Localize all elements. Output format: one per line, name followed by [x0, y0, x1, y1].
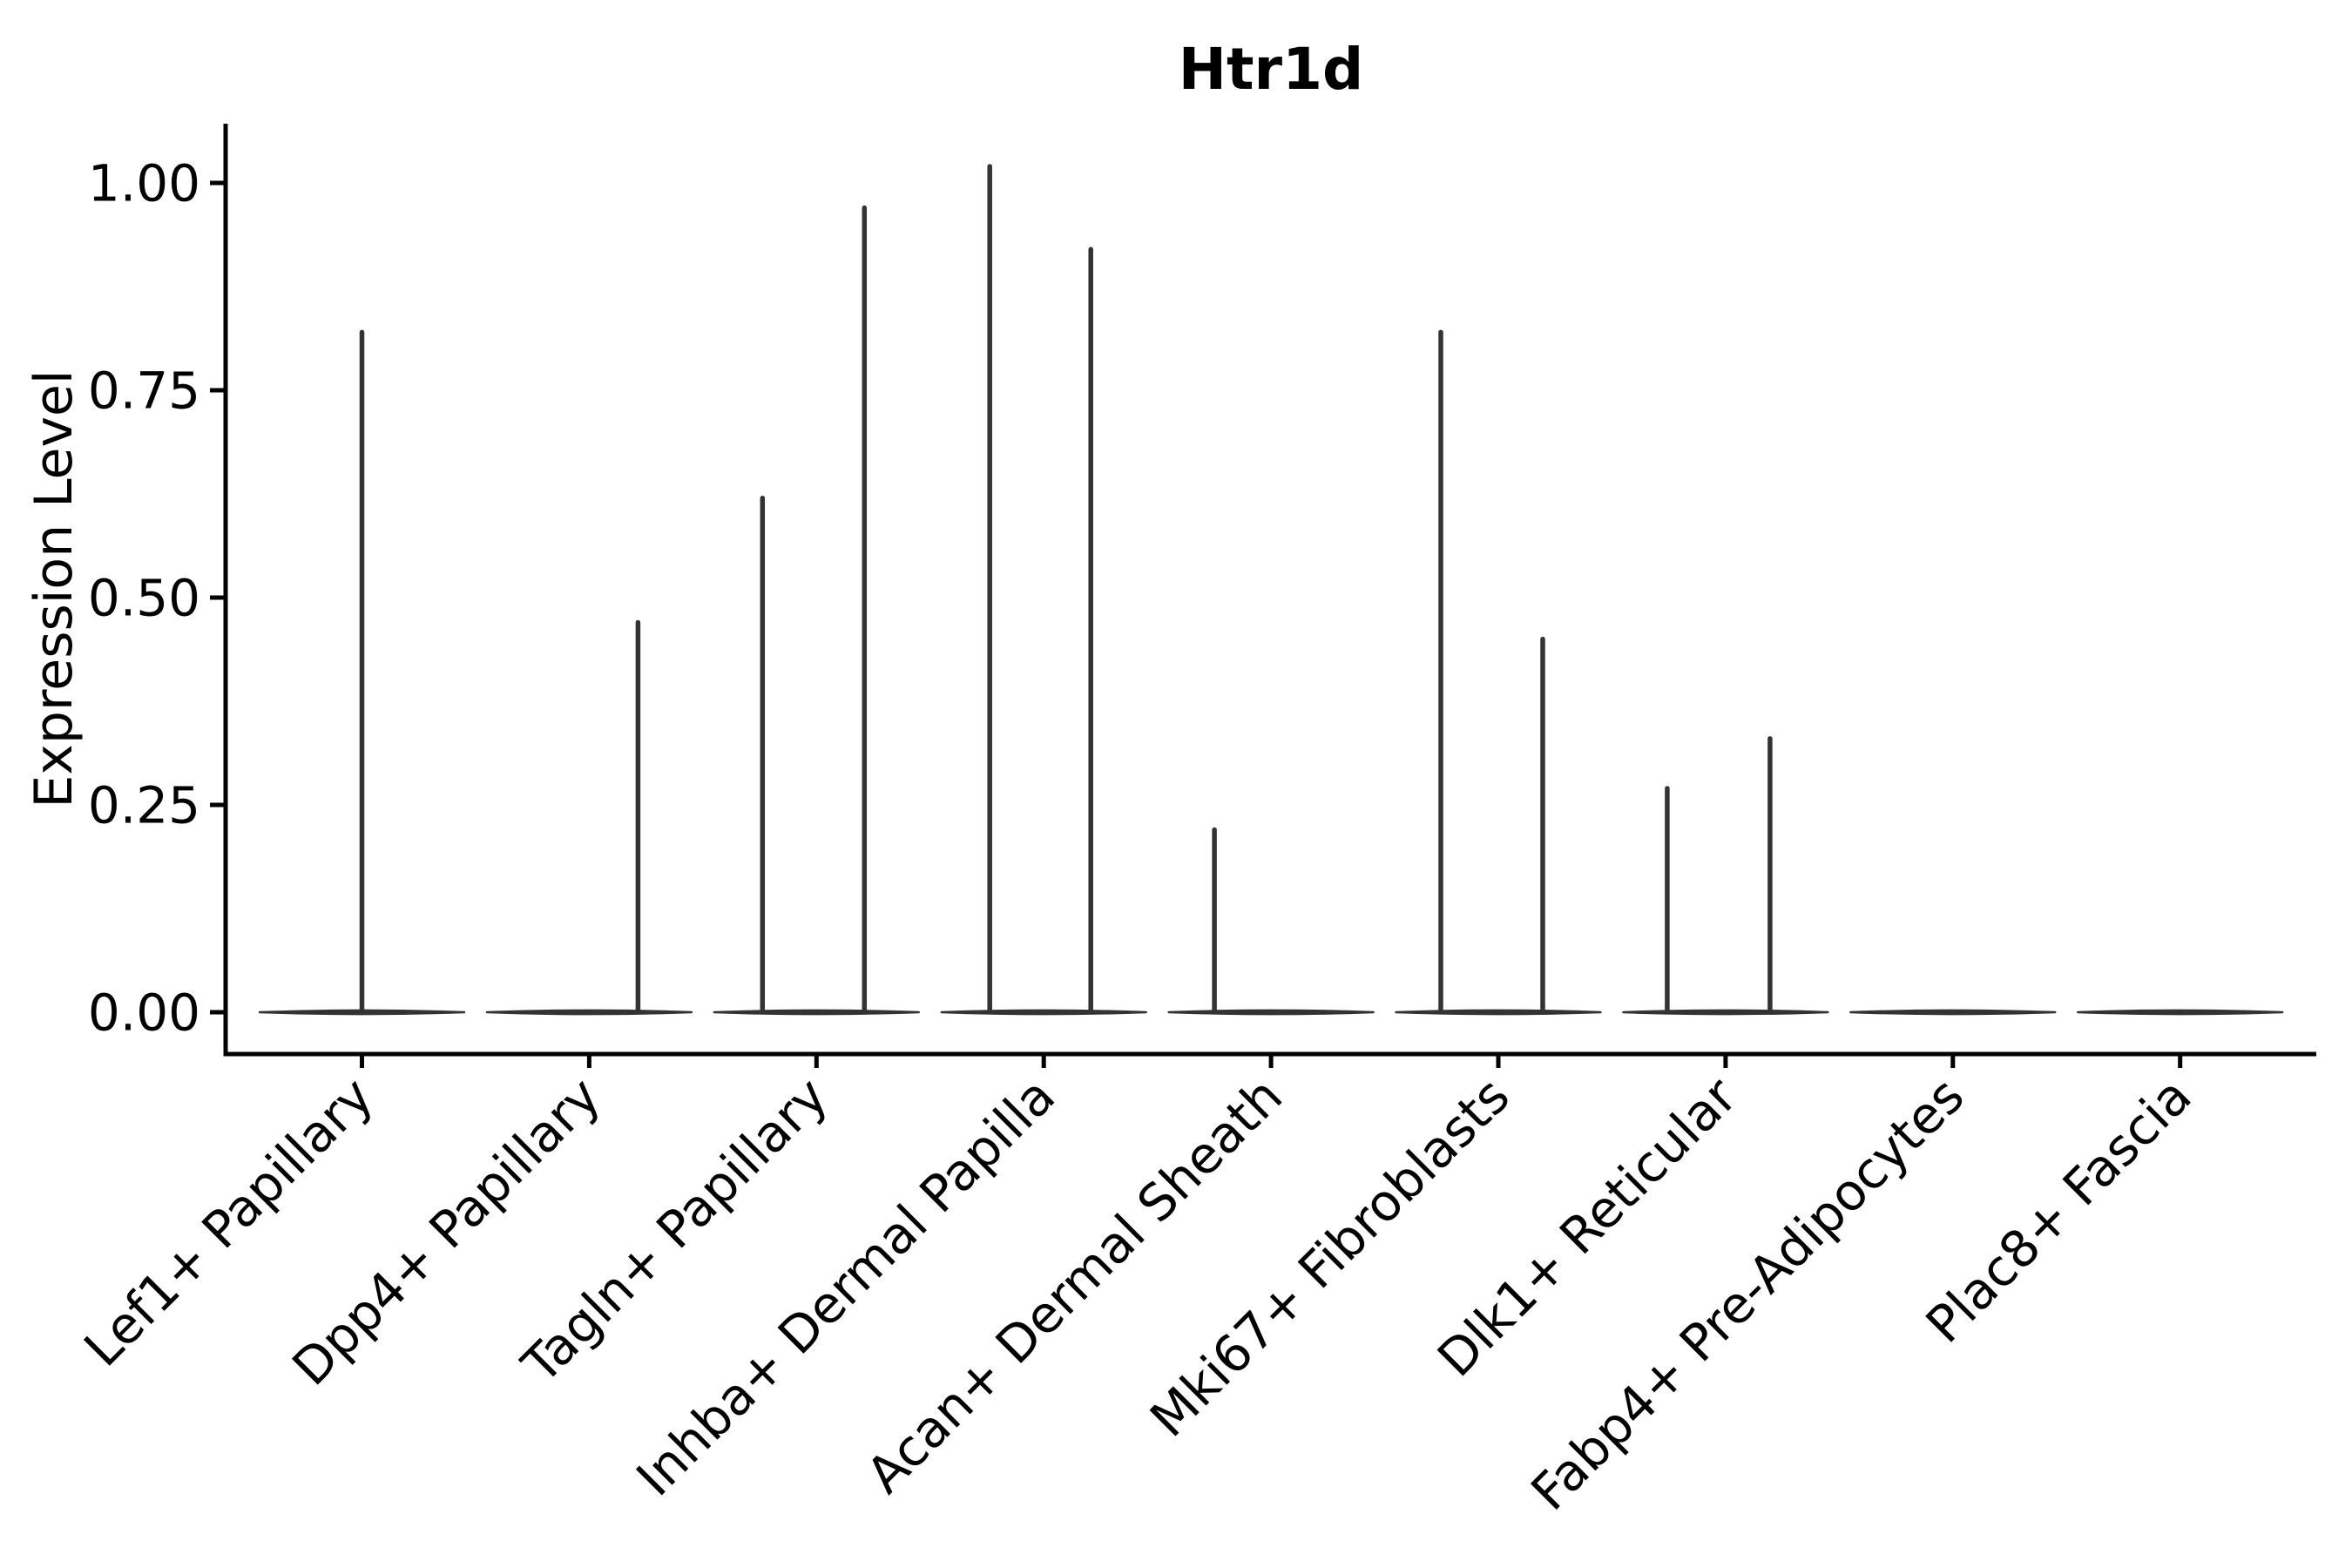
- violin-body: [940, 1009, 1147, 1016]
- violin-body: [485, 1009, 693, 1016]
- violin-body: [1167, 1009, 1375, 1016]
- violins-layer: [258, 164, 2284, 1016]
- y-tick-label: 0.00: [88, 983, 200, 1042]
- x-tick-label: Acan+ Dermal Sheath: [855, 1066, 1294, 1504]
- x-tick-label: Fabp4+ Pre-Adipocytes: [1520, 1066, 1976, 1522]
- y-ticks-layer: 0.00 0.25 0.50 0.75 1.00: [88, 153, 226, 1042]
- y-tick-label: 0.75: [88, 361, 200, 420]
- y-tick-label: 0.25: [88, 775, 200, 835]
- y-tick-label: 0.50: [88, 568, 200, 627]
- violin-body: [2076, 1009, 2284, 1016]
- y-axis-label: Expression Level: [24, 369, 84, 808]
- violin-body: [1395, 1009, 1602, 1016]
- y-tick-label: 1.00: [88, 153, 200, 213]
- chart-title: Htr1d: [1179, 36, 1364, 103]
- violin-body: [713, 1009, 921, 1016]
- violin-body: [1849, 1009, 2057, 1016]
- violin-body: [1622, 1009, 1829, 1016]
- axes-layer: [223, 124, 2316, 1057]
- x-tick-label: Inhba+ Dermal Papilla: [625, 1066, 1067, 1508]
